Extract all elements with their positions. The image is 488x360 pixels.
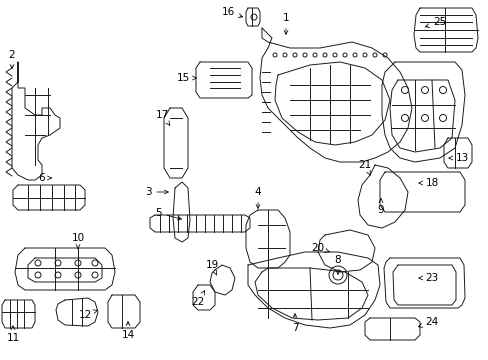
Text: 10: 10 [71,233,84,249]
Text: 21: 21 [358,160,371,175]
Text: 15: 15 [176,73,196,83]
Text: 24: 24 [418,317,438,327]
Text: 22: 22 [191,291,204,307]
Text: 23: 23 [418,273,438,283]
Text: 20: 20 [311,243,329,253]
Text: 14: 14 [121,321,134,340]
Text: 4: 4 [254,187,261,208]
Text: 12: 12 [78,310,97,320]
Text: 19: 19 [205,260,218,275]
Text: 5: 5 [154,208,181,220]
Text: 9: 9 [377,199,384,215]
Text: 6: 6 [39,173,51,183]
Text: 1: 1 [282,13,289,34]
Text: 2: 2 [9,50,15,68]
Text: 8: 8 [334,255,341,274]
Text: 3: 3 [144,187,168,197]
Text: 11: 11 [6,326,20,343]
Text: 16: 16 [221,7,242,18]
Text: 25: 25 [425,17,446,27]
Text: 17: 17 [155,110,169,125]
Text: 18: 18 [418,178,438,188]
Text: 13: 13 [448,153,468,163]
Text: 7: 7 [291,314,298,333]
